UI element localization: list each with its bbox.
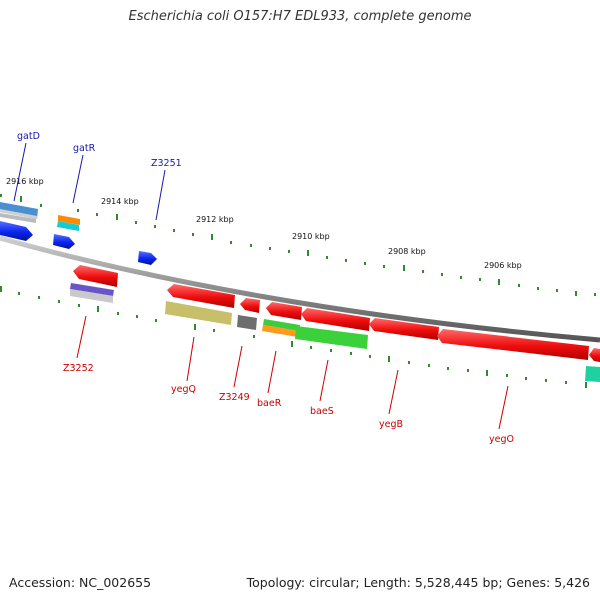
gene-label-Z3249[interactable]: Z3249: [219, 392, 250, 403]
map-title: Escherichia coli O157:H7 EDL933, complet…: [128, 9, 472, 24]
reverse-features: [70, 265, 600, 382]
gene-label-baeS[interactable]: baeS: [310, 406, 334, 417]
gene-baeS-box: [295, 326, 368, 349]
gene-label-Z3252[interactable]: Z3252: [63, 363, 94, 374]
scale-label-2910: 2910 kbp: [292, 232, 330, 241]
gene-yegQ-box: [165, 301, 232, 325]
scale-label-2906: 2906 kbp: [484, 261, 522, 270]
gene-label-gatR[interactable]: gatR: [73, 143, 96, 154]
gene-label-baeR[interactable]: baeR: [257, 398, 282, 409]
gatD-feature-stack: [0, 202, 38, 223]
gene-label-yegQ[interactable]: yegQ: [171, 384, 196, 395]
gene-label-yegO[interactable]: yegO: [489, 434, 514, 445]
gene-yegQ-arrow[interactable]: [167, 284, 235, 308]
baeR-feature-stack: [262, 319, 300, 337]
gene-baeS-arrow[interactable]: [301, 308, 370, 331]
gene-baeR-arrow[interactable]: [266, 302, 302, 320]
gene-yegB-arrow[interactable]: [369, 318, 439, 340]
gene-Z3251-arrow[interactable]: [138, 251, 157, 265]
gene-Z3252-arrow[interactable]: [73, 265, 118, 287]
inner-scale-ticks: [0, 286, 587, 388]
Z3252-feature-stack: [70, 283, 114, 303]
gatR-feature-stack: [57, 215, 80, 231]
scale-label-2916: 2916 kbp: [6, 177, 44, 186]
gene-label-gatD[interactable]: gatD: [17, 131, 40, 142]
forward-leaders: [13, 142, 166, 221]
gene-label-yegB[interactable]: yegB: [379, 419, 403, 430]
gene-gatR-arrow[interactable]: [53, 234, 75, 249]
gene-partial-arrow[interactable]: [589, 348, 600, 362]
scale-label-2914: 2914 kbp: [101, 197, 139, 206]
genome-summary-text: Topology: circular; Length: 5,528,445 bp…: [246, 575, 590, 590]
reverse-leaders: [76, 315, 509, 430]
accession-text: Accession: NC_002655: [9, 575, 152, 590]
scale-label-2912: 2912 kbp: [196, 215, 234, 224]
gene-Z3249-arrow[interactable]: [240, 298, 260, 313]
scale-label-2908: 2908 kbp: [388, 247, 426, 256]
genome-backbone: [0, 235, 600, 343]
gene-Z3249-box: [237, 315, 257, 330]
gene-gatD-arrow[interactable]: [0, 221, 33, 241]
gene-label-Z3251[interactable]: Z3251: [151, 158, 182, 169]
forward-features: [0, 202, 157, 265]
outer-scale-ticks: [0, 194, 596, 296]
gene-partial-box: [585, 366, 600, 382]
gene-yegO-arrow[interactable]: [437, 329, 589, 360]
